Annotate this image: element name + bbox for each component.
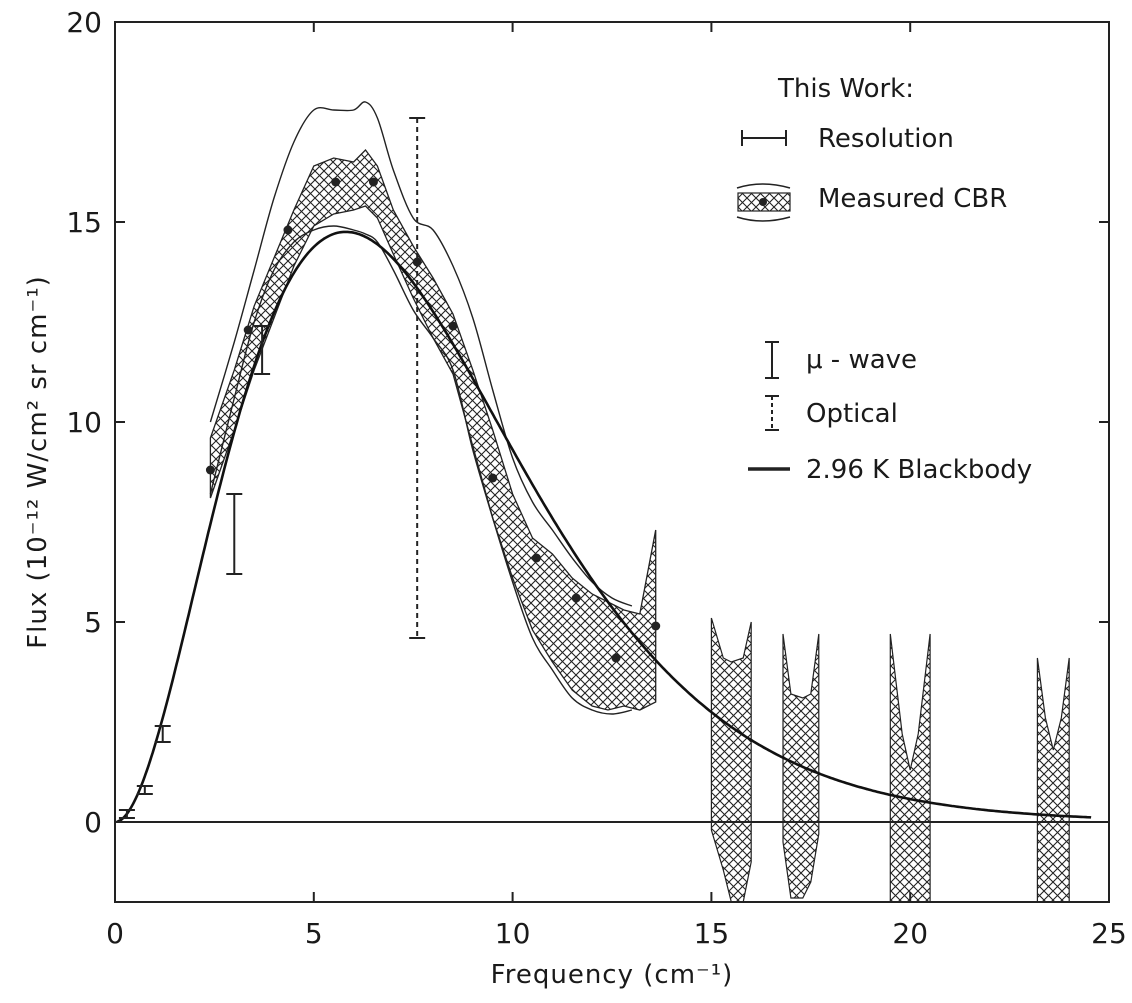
y-axis-label: Flux (10⁻¹² W/cm² sr cm⁻¹): [23, 275, 53, 649]
measured-point: [531, 553, 541, 563]
measured-point: [651, 621, 661, 631]
hf-band-4: [1036, 657, 1070, 903]
legend: This Work: Resolution Measured CBR μ - w…: [736, 74, 1032, 485]
hf-band-3: [889, 633, 931, 903]
legend-blackbody-label: 2.96 K Blackbody: [806, 455, 1032, 485]
x-tick-label: 20: [892, 917, 928, 950]
legend-mu-wave-label: μ - wave: [806, 345, 917, 375]
mu-wave-errorbar: [254, 325, 271, 375]
measured-point: [243, 325, 253, 335]
measured-point: [571, 593, 581, 603]
legend-header: This Work:: [777, 74, 914, 104]
x-tick-label: 15: [694, 917, 730, 950]
legend-measured-symbol: [736, 183, 791, 222]
mu-wave-errorbar: [136, 785, 153, 795]
mu-wave-errorbar: [118, 809, 135, 819]
y-tick-label: 20: [66, 6, 102, 39]
x-tick-label: 5: [305, 917, 323, 950]
envelope-upper-line: [209, 101, 633, 607]
band-layer: [209, 149, 1070, 903]
y-tick-label: 15: [66, 206, 102, 239]
plot-frame: [114, 21, 1110, 903]
y-tick-label: 5: [84, 606, 102, 639]
legend-optical-symbol: [765, 395, 779, 431]
tick-layer: 0 5 10 15 20 25 0 5 10 15 20: [66, 6, 1126, 950]
legend-resolution-label: Resolution: [818, 124, 954, 154]
optical-errorbar: [409, 117, 426, 639]
mu-wave-errorbar: [226, 493, 243, 575]
measured-point: [448, 321, 458, 331]
measured-point: [368, 177, 378, 187]
blackbody-curve: [116, 230, 1092, 823]
line-layer: [115, 101, 1109, 823]
x-tick-label: 0: [106, 917, 124, 950]
measured-point: [488, 473, 498, 483]
mark-layer: [118, 117, 661, 819]
measured-point: [611, 653, 621, 663]
legend-measured-label: Measured CBR: [818, 184, 1007, 214]
y-tick-label: 10: [66, 406, 102, 439]
x-tick-label: 10: [495, 917, 531, 950]
measured-point: [283, 225, 293, 235]
measured-cbr-band: [209, 149, 657, 711]
x-tick-label: 25: [1091, 917, 1127, 950]
measured-point: [331, 177, 341, 187]
legend-resolution-symbol: [741, 130, 787, 146]
y-tick-label: 0: [84, 806, 102, 839]
hf-band-1: [710, 617, 752, 903]
legend-optical-label: Optical: [806, 399, 898, 429]
measured-point: [205, 465, 215, 475]
legend-mu-wave-symbol: [765, 341, 779, 379]
mu-wave-errorbar: [154, 725, 171, 743]
envelope-lower-line: [209, 225, 633, 715]
x-axis-label: Frequency (cm⁻¹): [491, 960, 734, 990]
